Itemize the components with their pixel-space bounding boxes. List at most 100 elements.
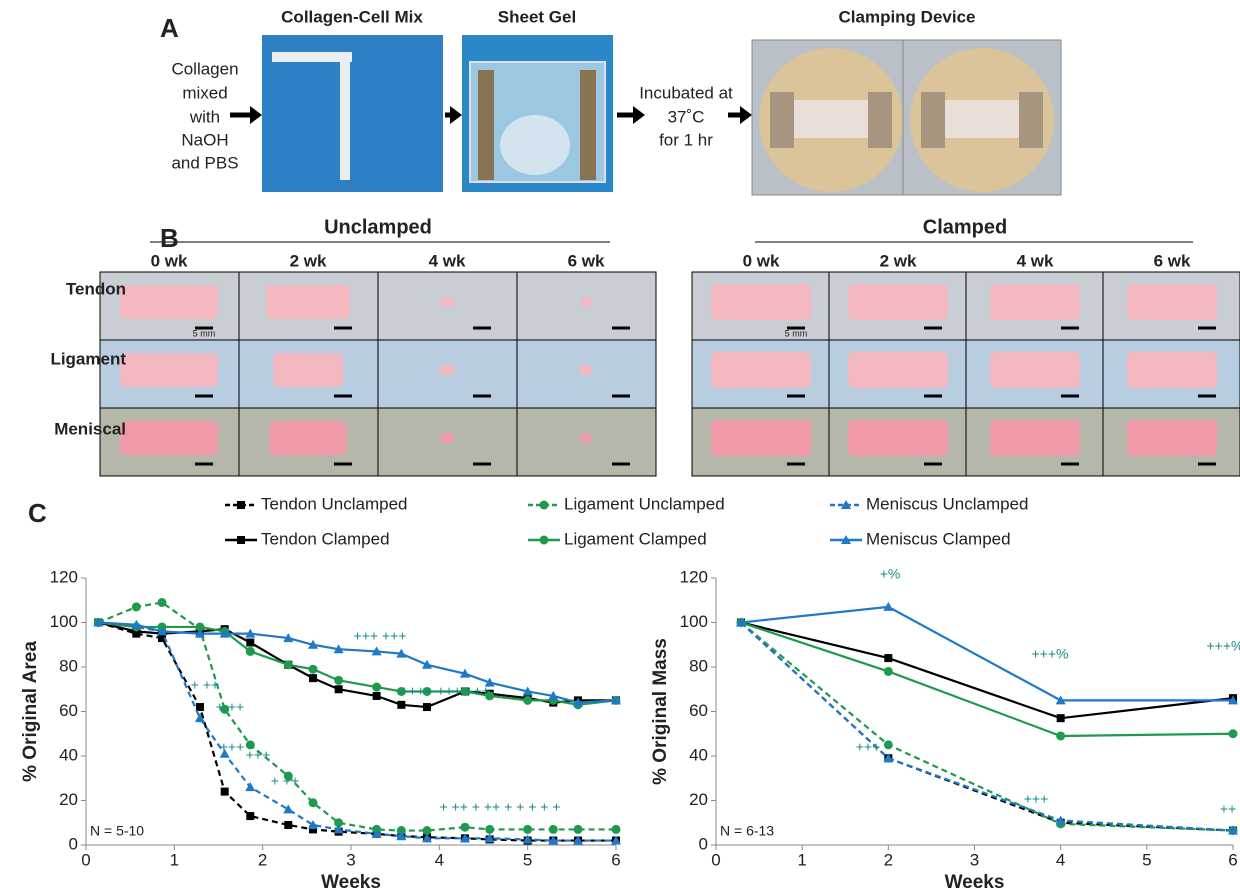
syringe <box>272 52 352 62</box>
legend-label: Meniscus Unclamped <box>866 494 1029 513</box>
y-axis-label: % Original Mass <box>650 638 671 785</box>
annotation: + ++ <box>216 699 244 715</box>
x-tick-label: 3 <box>346 850 355 869</box>
clamp <box>921 92 945 148</box>
panel-label: C <box>28 498 47 528</box>
timepoint: 0 wk <box>743 251 780 270</box>
legend-marker <box>540 536 549 545</box>
spacer <box>580 70 596 180</box>
series-line <box>741 623 1233 719</box>
marker <box>373 692 381 700</box>
marker <box>549 825 558 834</box>
series-line <box>741 623 1233 831</box>
timepoint: 2 wk <box>880 251 917 270</box>
annotation: N = 5-10 <box>90 823 144 839</box>
annotation: +++ +++ <box>354 628 407 644</box>
x-tick-label: 2 <box>258 850 267 869</box>
sample <box>1127 284 1217 320</box>
y-tick-label: 100 <box>50 612 78 631</box>
sample <box>580 433 591 443</box>
syringe <box>340 55 350 180</box>
row-label: Tendon <box>66 279 126 298</box>
figure: A Collagen mixed with NaOH and PBS Colla… <box>0 0 1240 894</box>
sample <box>440 433 454 443</box>
marker <box>283 804 293 813</box>
input-text: and PBS <box>171 153 238 172</box>
annotation: N = 6-13 <box>720 823 774 839</box>
marker <box>423 703 431 711</box>
step-title: Clamping Device <box>839 7 976 26</box>
y-tick-label: 20 <box>59 790 78 809</box>
marker <box>334 676 343 685</box>
annotation: +++ <box>220 739 245 755</box>
panel-label: A <box>160 13 179 43</box>
incubation-text: for 1 hr <box>659 130 713 149</box>
y-tick-label: 60 <box>59 701 78 720</box>
sample <box>990 352 1080 388</box>
row-label: Meniscal <box>54 419 126 438</box>
incubation-text: Incubated at <box>639 83 733 102</box>
timepoint: 0 wk <box>151 251 188 270</box>
input-text: mixed <box>182 83 227 102</box>
sample <box>711 352 811 388</box>
marker <box>485 825 494 834</box>
marker <box>884 654 892 662</box>
scale-label: 5 mm <box>785 328 808 338</box>
sample <box>273 353 343 387</box>
incubation-text: 37˚C <box>668 107 705 126</box>
y-tick-label: 100 <box>680 612 708 631</box>
gel <box>500 115 570 175</box>
legend-label: Tendon Unclamped <box>261 494 407 513</box>
sample <box>711 420 811 456</box>
arrow-head <box>633 106 645 124</box>
timepoint: 2 wk <box>290 251 327 270</box>
group-title: Clamped <box>923 216 1007 238</box>
legend-marker <box>540 501 549 510</box>
series-line <box>741 623 1233 831</box>
y-tick-label: 40 <box>59 745 78 764</box>
input-text: Collagen <box>171 59 238 78</box>
marker <box>284 660 293 669</box>
spacer <box>478 70 494 180</box>
annotation: + ++ <box>191 677 219 693</box>
x-axis-label: Weeks <box>321 872 381 893</box>
x-tick-label: 0 <box>711 850 720 869</box>
marker <box>884 740 893 749</box>
clamp <box>1019 92 1043 148</box>
legend-label: Meniscus Clamped <box>866 529 1011 548</box>
marker <box>612 825 621 834</box>
marker <box>1229 729 1238 738</box>
sample <box>1127 352 1217 388</box>
marker <box>574 825 583 834</box>
sample <box>120 285 218 319</box>
y-tick-label: 80 <box>689 656 708 675</box>
marker <box>221 788 229 796</box>
step-title: Sheet Gel <box>498 7 576 26</box>
timepoint: 6 wk <box>1154 251 1191 270</box>
x-tick-label: 4 <box>1056 850 1065 869</box>
marker <box>460 823 469 832</box>
legend-marker <box>237 536 245 544</box>
annotation: +++ <box>1024 791 1049 807</box>
annotation: ++++ +++ +++ <box>400 683 490 699</box>
annotation: +++ <box>246 747 271 763</box>
marker <box>523 696 532 705</box>
sample <box>270 421 347 455</box>
annotation: +% <box>880 566 901 582</box>
x-tick-label: 0 <box>81 850 90 869</box>
y-tick-label: 0 <box>69 834 78 853</box>
arrow-head <box>250 106 262 124</box>
marker <box>884 667 893 676</box>
sample <box>990 420 1080 456</box>
legend-marker <box>237 501 245 509</box>
x-tick-label: 5 <box>523 850 532 869</box>
timepoint: 4 wk <box>1017 251 1054 270</box>
marker <box>335 685 343 693</box>
step-title: Collagen-Cell Mix <box>281 7 423 26</box>
y-tick-label: 120 <box>680 567 708 586</box>
x-axis-label: Weeks <box>945 872 1005 893</box>
marker <box>246 639 254 647</box>
y-tick-label: 120 <box>50 567 78 586</box>
marker <box>246 812 254 820</box>
marker <box>157 598 166 607</box>
